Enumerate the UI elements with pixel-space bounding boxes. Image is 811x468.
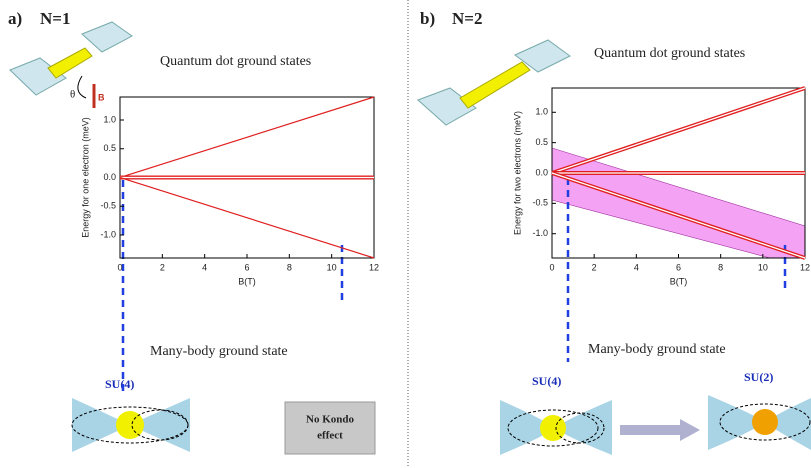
no-kondo-label: effect bbox=[317, 430, 343, 442]
su4-label: SU(4) bbox=[105, 377, 134, 391]
field-label: B bbox=[98, 92, 105, 102]
subtitle: Quantum dot ground states bbox=[594, 46, 745, 61]
x-tick-label: 12 bbox=[369, 262, 379, 272]
x-tick-label: 10 bbox=[327, 262, 337, 272]
y-tick-label: 0.5 bbox=[535, 137, 548, 147]
y-tick-label: 1.0 bbox=[103, 114, 116, 124]
kondo-diagram bbox=[72, 398, 190, 452]
x-tick-label: 12 bbox=[800, 262, 810, 272]
many-body-label: Many-body ground state bbox=[588, 342, 726, 357]
y-tick-label: -0.5 bbox=[532, 198, 548, 208]
su2-label: SU(2) bbox=[744, 370, 773, 384]
x-tick-label: 2 bbox=[160, 262, 165, 272]
x-tick-label: 0 bbox=[117, 262, 122, 272]
y-tick-label: 0.0 bbox=[535, 167, 548, 177]
y-tick-label: -1.0 bbox=[532, 228, 548, 238]
x-tick-label: 6 bbox=[676, 262, 681, 272]
x-axis-label: B(T) bbox=[238, 276, 256, 286]
line bbox=[120, 178, 374, 259]
y-tick-label: 0.0 bbox=[103, 172, 116, 182]
y-tick-label: -0.5 bbox=[100, 201, 116, 211]
y-axis-label: Energy for two electrons (meV) bbox=[512, 111, 522, 235]
panel-label: a) bbox=[8, 9, 22, 28]
many-body-label: Many-body ground state bbox=[150, 344, 288, 359]
panel-title: N=1 bbox=[40, 9, 70, 28]
y-axis-label: Energy for one electron (meV) bbox=[80, 117, 90, 238]
x-tick-label: 2 bbox=[592, 262, 597, 272]
angle-label: θ bbox=[70, 89, 75, 101]
subtitle: Quantum dot ground states bbox=[160, 54, 311, 69]
figure: a) N=1 Quantum dot ground states θ B Man… bbox=[0, 0, 811, 468]
y-tick-label: 1.0 bbox=[535, 107, 548, 117]
line-inner bbox=[552, 88, 805, 173]
kondo-diagram bbox=[500, 395, 811, 455]
band bbox=[552, 148, 805, 258]
panel-title: N=2 bbox=[452, 9, 482, 28]
line bbox=[120, 97, 374, 178]
y-tick-label: 0.5 bbox=[103, 143, 116, 153]
x-tick-label: 4 bbox=[634, 262, 639, 272]
su4-label: SU(4) bbox=[532, 374, 561, 388]
x-tick-label: 8 bbox=[287, 262, 292, 272]
process-arrow bbox=[620, 419, 700, 441]
panel-label: b) bbox=[420, 9, 435, 28]
y-tick-label: -1.0 bbox=[100, 229, 116, 239]
no-kondo-box bbox=[285, 402, 375, 454]
x-tick-label: 8 bbox=[718, 262, 723, 272]
x-axis-label: B(T) bbox=[670, 276, 688, 286]
x-tick-label: 4 bbox=[202, 262, 207, 272]
x-tick-label: 0 bbox=[549, 262, 554, 272]
x-tick-label: 10 bbox=[758, 262, 768, 272]
x-tick-label: 6 bbox=[244, 262, 249, 272]
no-kondo-label: No Kondo bbox=[306, 414, 354, 426]
